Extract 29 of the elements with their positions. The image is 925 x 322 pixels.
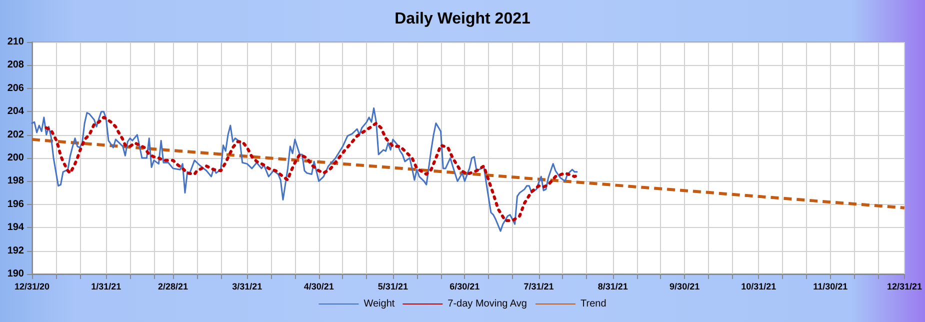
x-tick-label: 2/28/21 [158, 282, 188, 292]
y-tick-label: 198 [7, 176, 24, 187]
y-tick-label: 208 [7, 60, 24, 71]
x-tick-label: 1/31/21 [91, 282, 122, 292]
chart-title: Daily Weight 2021 [394, 10, 530, 28]
legend-label: 7-day Moving Avg [448, 298, 527, 310]
x-tick-label: 9/30/21 [670, 282, 700, 292]
x-tick-label: 8/31/21 [598, 282, 628, 292]
line-series [31, 107, 578, 232]
legend-label: Weight [364, 298, 395, 310]
x-tick-label: 5/31/21 [378, 282, 408, 292]
x-tick-label: 6/30/21 [450, 282, 480, 292]
y-tick-label: 202 [7, 129, 24, 140]
y-tick-label: 192 [7, 245, 24, 256]
x-tick-label: 7/31/21 [524, 282, 554, 292]
x-tick-label: 10/31/21 [741, 282, 776, 292]
x-tick-label: 3/31/21 [232, 282, 262, 292]
x-tick-label: 4/30/21 [304, 282, 334, 292]
x-tick-label: 12/31/20 [14, 282, 50, 292]
y-tick-label: 194 [7, 222, 24, 234]
x-tick-label: 11/30/21 [813, 282, 848, 292]
y-tick-label: 204 [7, 106, 24, 118]
y-tick-label: 196 [7, 198, 24, 210]
y-tick-label: 200 [7, 152, 24, 164]
y-tick-label: 210 [7, 36, 24, 48]
y-tick-label: 190 [7, 268, 24, 280]
legend-label: Trend [580, 298, 606, 310]
y-tick-label: 206 [7, 82, 24, 94]
x-tick-label: 12/31/21 [886, 282, 922, 292]
